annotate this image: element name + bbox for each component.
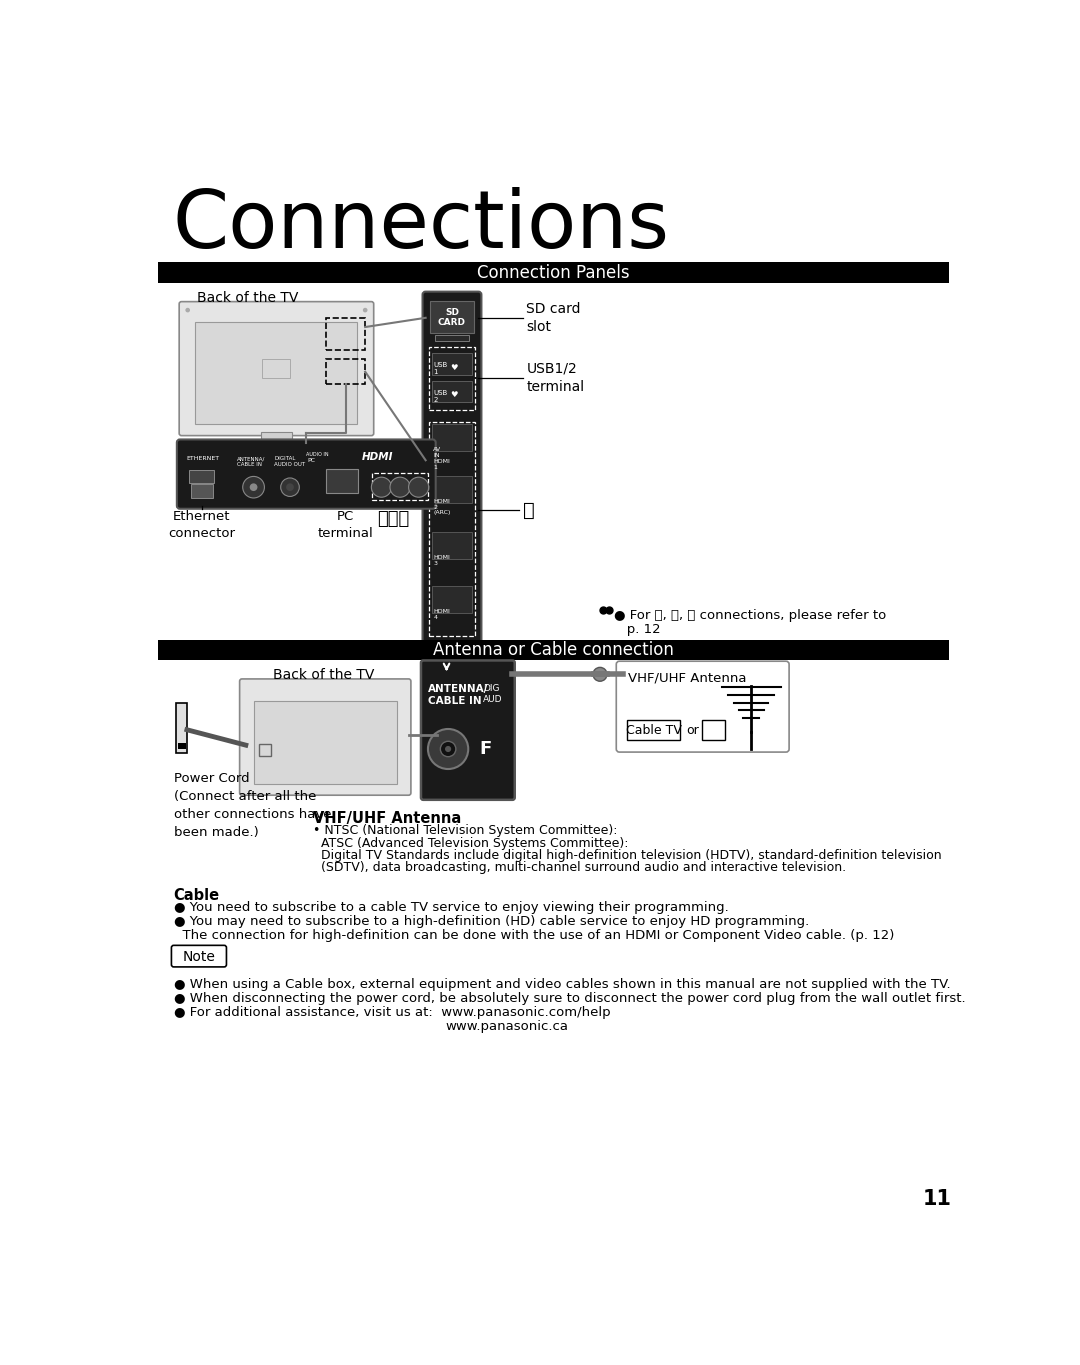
- Text: ♥: ♥: [450, 363, 458, 371]
- Text: USB
1: USB 1: [433, 362, 447, 375]
- Bar: [432, 586, 472, 613]
- FancyBboxPatch shape: [177, 440, 435, 509]
- Text: Note: Note: [183, 950, 216, 964]
- Text: PC: PC: [308, 457, 315, 463]
- Bar: [254, 702, 397, 784]
- Text: HDMI
3: HDMI 3: [433, 556, 450, 565]
- Circle shape: [286, 483, 294, 491]
- Bar: [159, 262, 948, 283]
- Text: ● You need to subscribe to a cable TV service to enjoy viewing their programming: ● You need to subscribe to a cable TV se…: [174, 901, 729, 915]
- Text: ATSC (Advanced Television Systems Committee):: ATSC (Advanced Television Systems Commit…: [313, 837, 629, 850]
- Bar: [176, 703, 187, 753]
- Bar: [189, 471, 214, 483]
- Text: HDMI: HDMI: [362, 452, 393, 461]
- Circle shape: [243, 476, 265, 498]
- Text: F: F: [480, 740, 491, 758]
- Circle shape: [445, 745, 451, 752]
- Bar: [326, 359, 365, 384]
- Text: ♥: ♥: [450, 390, 458, 400]
- Bar: [191, 485, 213, 498]
- Text: ⒶⒷⒸ: ⒶⒷⒸ: [377, 509, 409, 527]
- Circle shape: [408, 478, 429, 497]
- Text: PC
terminal: PC terminal: [318, 509, 374, 539]
- Text: Ethernet
connector: Ethernet connector: [168, 509, 235, 539]
- Text: Antenna or Cable connection: Antenna or Cable connection: [433, 642, 674, 659]
- Bar: [702, 719, 725, 740]
- Bar: [429, 422, 475, 636]
- Text: AV
IN
HDMI
1: AV IN HDMI 1: [433, 448, 450, 470]
- Circle shape: [249, 483, 257, 491]
- Text: (SDTV), data broadcasting, multi-channel surround audio and interactive televisi: (SDTV), data broadcasting, multi-channel…: [313, 861, 847, 875]
- Text: USB1/2
terminal: USB1/2 terminal: [526, 362, 584, 394]
- Bar: [326, 470, 359, 493]
- Bar: [260, 431, 292, 440]
- Bar: [432, 425, 472, 450]
- Text: SD
CARD: SD CARD: [438, 308, 465, 328]
- Bar: [432, 532, 472, 558]
- Bar: [177, 743, 181, 749]
- Text: ● For additional assistance, visit us at:  www.panasonic.com/help: ● For additional assistance, visit us at…: [174, 1006, 610, 1020]
- Circle shape: [363, 307, 367, 313]
- Text: Connections: Connections: [172, 187, 670, 265]
- Text: AUDIO IN: AUDIO IN: [306, 452, 328, 457]
- Text: SD card
slot: SD card slot: [526, 302, 581, 334]
- Circle shape: [186, 307, 190, 313]
- Text: Ⓐ: Ⓐ: [523, 501, 535, 520]
- FancyBboxPatch shape: [421, 661, 515, 800]
- Bar: [195, 322, 357, 425]
- Text: ● You may need to subscribe to a high-definition (HD) cable service to enjoy HD : ● You may need to subscribe to a high-de…: [174, 916, 809, 928]
- Bar: [373, 474, 428, 501]
- Bar: [432, 354, 472, 375]
- Bar: [159, 640, 948, 661]
- FancyBboxPatch shape: [172, 946, 227, 966]
- Text: 11: 11: [922, 1189, 951, 1209]
- FancyBboxPatch shape: [617, 661, 789, 752]
- Text: or: or: [686, 723, 699, 737]
- Bar: [432, 475, 472, 502]
- Text: Power Cord
(Connect after all the
other connections have
been made.): Power Cord (Connect after all the other …: [174, 773, 332, 839]
- Text: DIGITAL
AUDIO OUT: DIGITAL AUDIO OUT: [274, 456, 306, 467]
- Text: Connection Panels: Connection Panels: [477, 263, 630, 281]
- Circle shape: [390, 478, 410, 497]
- Circle shape: [593, 667, 607, 681]
- Text: Cable TV: Cable TV: [625, 723, 681, 737]
- Text: ● When disconnecting the power cord, be absolutely sure to disconnect the power : ● When disconnecting the power cord, be …: [174, 992, 966, 1005]
- Bar: [430, 300, 474, 333]
- Bar: [259, 744, 271, 756]
- Bar: [183, 743, 186, 749]
- Text: p. 12: p. 12: [613, 624, 661, 636]
- FancyBboxPatch shape: [240, 678, 410, 796]
- Text: USB
2: USB 2: [433, 390, 447, 403]
- Bar: [432, 381, 472, 403]
- Text: www.panasonic.ca: www.panasonic.ca: [446, 1020, 568, 1033]
- Text: ANTENNA/
CABLE IN: ANTENNA/ CABLE IN: [238, 456, 266, 467]
- Text: DIG
AUD: DIG AUD: [483, 684, 502, 704]
- Text: Back of the TV: Back of the TV: [197, 291, 298, 304]
- Circle shape: [441, 741, 456, 756]
- Circle shape: [281, 478, 299, 497]
- FancyBboxPatch shape: [179, 302, 374, 435]
- Bar: [627, 719, 679, 740]
- Text: Cable: Cable: [174, 887, 220, 902]
- Bar: [429, 347, 475, 411]
- Circle shape: [372, 478, 392, 497]
- Text: The connection for high-definition can be done with the use of an HDMI or Compon: The connection for high-definition can b…: [174, 930, 894, 942]
- Text: ANTENNA/
CABLE IN: ANTENNA/ CABLE IN: [428, 684, 488, 706]
- FancyBboxPatch shape: [422, 292, 482, 648]
- Bar: [326, 318, 365, 351]
- Bar: [435, 334, 469, 341]
- Text: ● When using a Cable box, external equipment and video cables shown in this manu: ● When using a Cable box, external equip…: [174, 979, 950, 991]
- Text: VHF/UHF Antenna: VHF/UHF Antenna: [627, 672, 746, 685]
- Text: Digital TV Standards include digital high-definition television (HDTV), standard: Digital TV Standards include digital hig…: [313, 849, 942, 863]
- Text: VHF/UHF Antenna: VHF/UHF Antenna: [313, 811, 461, 826]
- Text: • NTSC (National Television System Committee):: • NTSC (National Television System Commi…: [313, 824, 618, 838]
- Text: ETHERNET: ETHERNET: [186, 456, 219, 461]
- Bar: [262, 359, 291, 378]
- Text: Back of the TV: Back of the TV: [273, 667, 375, 682]
- Text: HDMI
4: HDMI 4: [433, 609, 450, 620]
- Circle shape: [428, 729, 469, 768]
- Text: HDMI
2
(ARC): HDMI 2 (ARC): [433, 498, 450, 516]
- Text: ● For Ⓐ, Ⓑ, Ⓒ connections, please refer to: ● For Ⓐ, Ⓑ, Ⓒ connections, please refer …: [613, 609, 887, 622]
